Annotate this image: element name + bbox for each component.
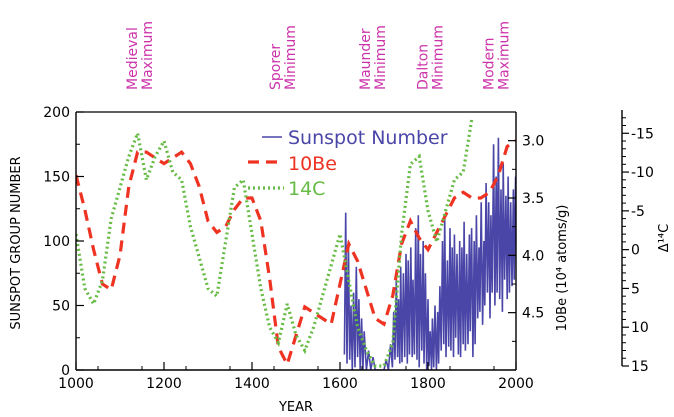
x-tick-label: 2000 [498,376,534,392]
c14-axis: -15 -10 -5 0 5 10 15 [621,110,654,375]
legend: Sunspot Number 10Be 14C [248,127,448,200]
period-label: Modern Maximum [481,21,512,90]
c14-axis-label: Δ¹⁴C [657,224,672,252]
y-tick-label: 0 [61,363,70,379]
series-group [76,117,516,370]
period-label-line2: Maximum [496,21,512,90]
period-label: Sporer Minimum [268,25,299,90]
legend-label-14c: 14C [288,178,325,200]
x-tick-label: 1800 [410,376,446,392]
c14-tick-label: 10 [631,320,649,336]
period-label-line1: Dalton [415,44,431,90]
y-axis-label: SUNSPOT GROUP NUMBER [9,156,24,329]
y-tick-label: 150 [43,170,70,186]
be-tick-label: 4.5 [522,306,544,322]
x-tick-label: 1400 [234,376,270,392]
be-axis: 3.0 3.5 4.0 4.5 [508,111,544,370]
legend-label-10be: 10Be [288,153,337,175]
period-label-line2: Minimum [430,25,446,90]
x-tick-label: 1200 [146,376,182,392]
period-label-line1: Sporer [268,44,284,90]
y-tick-label: 200 [43,105,70,121]
y-tick-label: 100 [43,234,70,250]
period-label-line2: Minimum [283,25,299,90]
period-label-line2: Minimum [373,25,389,90]
be-tick-label: 4.0 [522,248,544,264]
c14-tick-label: -15 [631,126,654,142]
c14-tick-label: -5 [631,204,645,220]
period-label: Dalton Minimum [415,25,446,90]
x-tick-label: 1600 [322,376,358,392]
period-label: Medieval Maximum [125,21,156,90]
legend-label-sunspot: Sunspot Number [288,127,448,149]
bottom-axis: 1000 1200 1400 1600 1800 2000 [58,362,534,392]
be-tick-label: 3.5 [522,191,544,207]
x-tick-label: 1000 [58,376,94,392]
c14-tick-label: 15 [631,359,649,375]
left-axis: 0 50 100 150 200 [43,105,84,379]
be-tick-label: 3.0 [522,134,544,150]
y-tick-label: 50 [52,299,70,315]
c14-tick-label: 5 [631,281,640,297]
period-label-line2: Maximum [140,21,156,90]
c14-tick-label: -10 [631,165,654,181]
period-label: Maunder Minimum [358,25,389,90]
c14-tick-label: 0 [631,243,640,259]
series-line-10be [76,139,516,369]
be-axis-label: 10Be (10⁴ atoms/g) [555,205,570,332]
period-label-line1: Modern [481,37,497,90]
period-label-line1: Medieval [125,27,141,90]
series-line-sunspot-number [343,137,516,370]
period-label-line1: Maunder [358,28,374,90]
period-labels: Medieval Maximum Sporer Minimum Maunder Minim… [125,21,512,90]
x-axis-label: YEAR [278,400,313,415]
